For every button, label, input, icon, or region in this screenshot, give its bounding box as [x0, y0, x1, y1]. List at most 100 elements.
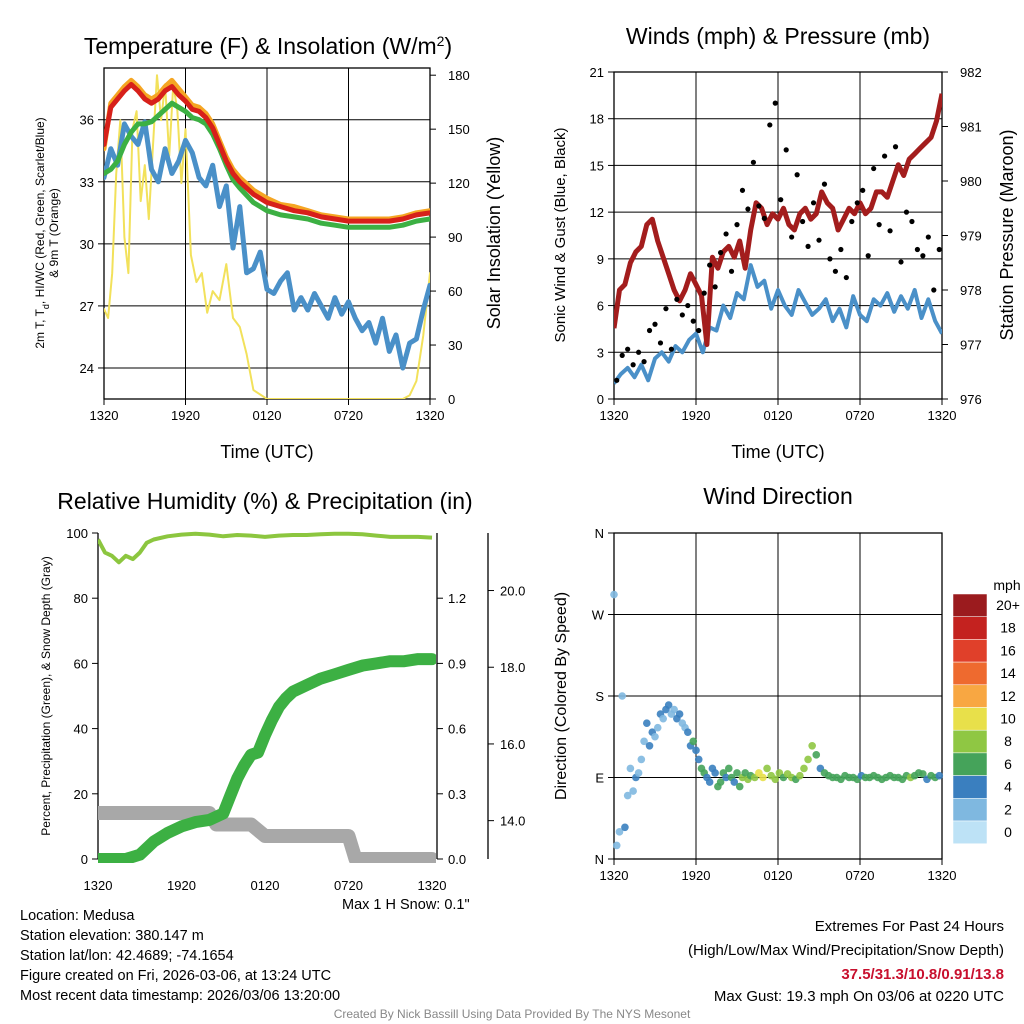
legend-swatch: [952, 616, 988, 640]
gust-point: [614, 377, 620, 383]
gust-point: [674, 296, 680, 302]
y3-tick-label: 14.0: [500, 814, 525, 829]
x-tick-label: 0720: [846, 868, 875, 883]
gust-point: [750, 159, 757, 165]
gust-point: [914, 246, 921, 253]
series-precipitation: [98, 653, 436, 863]
y2-tick-label: 0.9: [448, 656, 466, 671]
y-tick-label: 24: [80, 361, 94, 376]
ylabel-rest: , HI/WC (Red, Green, Scarlet/Blue): [33, 117, 47, 304]
legend-label: 2: [1004, 801, 1012, 817]
direction-point: [621, 823, 629, 832]
gust-point: [920, 253, 926, 259]
gust-point: [816, 237, 822, 243]
gust-point: [641, 359, 647, 365]
direction-point: [643, 719, 651, 727]
y2-tick-label: 981: [960, 120, 982, 135]
legend-label: 4: [1004, 779, 1012, 795]
y-tick-label: W: [592, 608, 605, 623]
x-tick-label: 0120: [251, 878, 280, 893]
y-tick-label: 15: [590, 158, 604, 173]
max-snow-note: Max 1 H Snow: 0.1": [342, 897, 470, 913]
gust-point: [887, 228, 893, 234]
y-axis-label: Direction (Colored By Speed): [553, 592, 570, 800]
gust-point: [882, 153, 888, 159]
direction-point: [629, 787, 637, 795]
direction-point: [759, 773, 767, 782]
legend-label: 18: [1000, 620, 1016, 636]
gust-point: [728, 268, 735, 274]
gust-point: [865, 253, 871, 259]
x-tick-label: 1320: [84, 878, 113, 893]
direction-point: [730, 778, 739, 786]
gust-point: [860, 187, 866, 193]
gust-point: [931, 287, 937, 293]
x-tick-label: 1920: [682, 868, 711, 883]
y-axis-label: Percent, Precipitation (Green), & Snow D…: [39, 556, 53, 835]
direction-point: [645, 742, 654, 750]
y-tick-label: N: [595, 852, 604, 867]
x-tick-label: 0720: [846, 408, 875, 423]
gust-point: [630, 362, 636, 368]
y-tick-label: 6: [597, 299, 604, 314]
x-tick-label: 0120: [764, 868, 793, 883]
gust-point: [745, 206, 751, 212]
direction-point: [623, 791, 632, 800]
y3-tick-label: 20.0: [500, 584, 525, 599]
y2-tick-label: 976: [960, 392, 982, 407]
y-axis-label: Sonic Wind & Gust (Blue, Black): [552, 127, 569, 342]
y2-tick-label: 980: [960, 174, 982, 189]
gust-point: [903, 209, 910, 215]
gust-point: [756, 203, 762, 209]
direction-point: [919, 770, 927, 778]
y-tick-label: 21: [590, 65, 604, 80]
x-tick-label: 0720: [334, 408, 363, 423]
gust-point: [821, 181, 828, 187]
x-tick-label: 0720: [334, 878, 363, 893]
direction-point: [634, 769, 643, 777]
legend-label: 14: [1000, 665, 1016, 681]
gust-point: [625, 346, 631, 352]
gust-point: [789, 234, 795, 240]
gust-point: [838, 246, 844, 253]
gust-point: [876, 222, 882, 228]
y2-axis-label: Station Pressure (Maroon): [997, 129, 1017, 340]
y-tick-label: 0: [81, 852, 88, 867]
series-sonic-wind: [614, 263, 942, 385]
gust-point: [898, 259, 904, 265]
y2-tick-label: 30: [448, 338, 462, 353]
series-wind-chill: [104, 119, 430, 371]
legend-swatch: [952, 707, 988, 731]
y2-tick-label: 150: [448, 122, 470, 137]
y-tick-label: 27: [80, 299, 94, 314]
y2-axis-label: Solar Insolation (Yellow): [484, 137, 504, 329]
y-tick-label: 40: [74, 722, 88, 737]
gust-point: [827, 256, 833, 262]
gust-point: [690, 318, 696, 324]
x-tick-label: 1320: [928, 408, 957, 423]
legend-swatch: [952, 661, 988, 686]
x-tick-label: 1320: [928, 868, 957, 883]
direction-point: [692, 746, 700, 755]
gust-point: [849, 218, 855, 225]
legend-swatch: [952, 820, 988, 844]
x-tick-label: 1920: [682, 408, 711, 423]
x-tick-label: 0120: [764, 408, 793, 423]
series-snow-depth: [98, 806, 436, 863]
series-2m-t: [104, 82, 430, 224]
y2-tick-label: 180: [448, 68, 470, 83]
x-tick-label: 1320: [416, 408, 445, 423]
y-tick-label: 33: [80, 175, 94, 190]
direction-point: [659, 714, 667, 723]
x-tick-label: 1320: [600, 408, 629, 423]
max-gust-text: Max Gust: 19.3 mph On 03/06 at 0220 UTC: [713, 988, 1004, 1005]
y-tick-label: 100: [66, 526, 88, 541]
legend-swatch: [952, 684, 988, 708]
y-tick-label: 80: [74, 591, 88, 606]
direction-point: [689, 737, 698, 746]
direction-point: [812, 751, 821, 759]
y2-tick-label: 1.2: [448, 591, 466, 606]
extremes-title: Extremes For Past 24 Hours: [814, 918, 1004, 935]
y-tick-label: 3: [597, 345, 604, 360]
y-axis-label: 2m T, Td, HI/WC (Red, Green, Scarlet/Blu…: [33, 117, 51, 348]
